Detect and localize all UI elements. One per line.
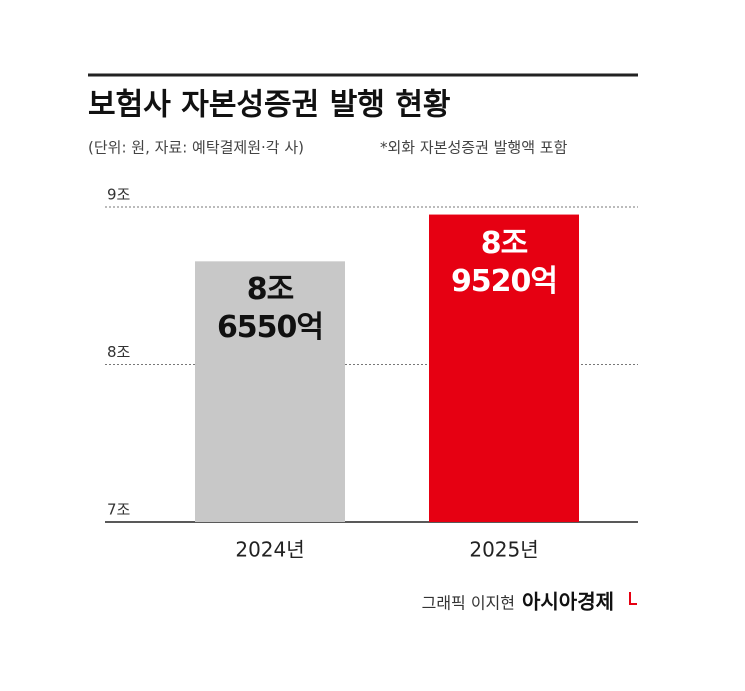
x-tick-label: 2025년 [469, 538, 538, 562]
logo-mark [629, 592, 637, 605]
value-label: 8조 9520억 [450, 225, 558, 299]
y-tick-label: 7조 [107, 501, 131, 519]
chart-title: 보험사 자본성증권 발행 현황 [88, 88, 451, 123]
y-tick-label: 8조 [107, 343, 131, 361]
bar [429, 214, 579, 522]
credit: 그래픽 이지현 [422, 594, 515, 613]
publisher: 아시아경제 [522, 590, 614, 614]
y-tick-label: 9조 [107, 186, 131, 204]
value-label: 8조 6550억 [216, 272, 324, 346]
bar [195, 261, 345, 522]
subtitle: (단위: 원, 자료: 예탁결제원·각 사) [88, 139, 304, 157]
note: *외화 자본성증권 발행액 포함 [380, 139, 568, 157]
x-tick-label: 2024년 [235, 538, 304, 562]
